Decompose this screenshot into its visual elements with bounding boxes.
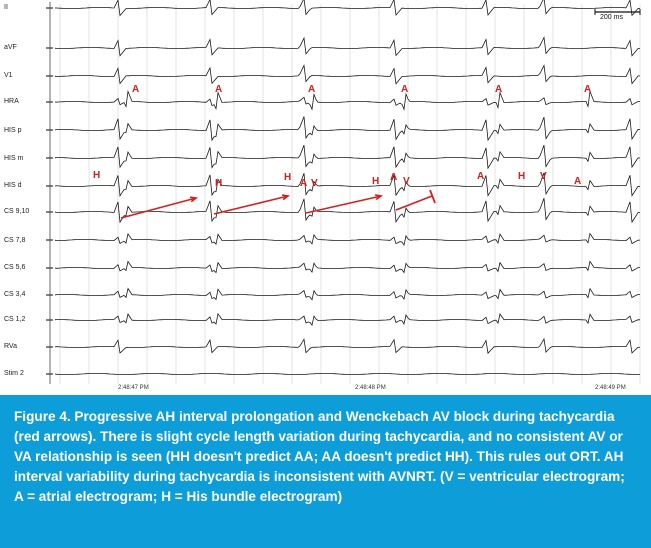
caption-text: Figure 4. Progressive AH interval prolon… (14, 409, 625, 504)
lead-trace (54, 337, 641, 355)
lead-label-v1: V1 (4, 72, 13, 79)
ah-arrow-head (281, 194, 290, 201)
marker-a-his-4: A (574, 176, 582, 187)
marker-h-2: H (215, 178, 223, 189)
ah-arrow-line (213, 195, 289, 215)
traces (46, 0, 641, 375)
lead-label-stim-2: Stim 2 (4, 370, 24, 377)
lead-trace (54, 172, 641, 197)
lead-trace (54, 36, 640, 57)
lead-trace (54, 287, 640, 301)
marker-h-3: H (284, 172, 292, 183)
lead-label-cs-9-10: CS 9,10 (4, 208, 30, 215)
lead-trace (54, 373, 640, 375)
lead-trace (54, 144, 641, 170)
lead-label-avf: aVF (4, 44, 17, 51)
lead-label-cs-7-8: CS 7,8 (4, 237, 26, 244)
scale-bar (594, 9, 641, 15)
marker-v-3: V (540, 171, 547, 182)
lead-trace (54, 312, 641, 327)
ah-arrow-head (189, 196, 198, 203)
marker-v-1: V (311, 178, 318, 189)
annotation-arrows (120, 189, 436, 219)
lead-label-cs-1-2: CS 1,2 (4, 316, 26, 323)
marker-a-hra-1: A (132, 84, 140, 95)
marker-a-hra-2: A (215, 84, 223, 95)
marker-v-2: V (403, 176, 410, 187)
lead-label-hra: HRA (4, 98, 19, 105)
lead-trace (54, 0, 641, 17)
time-gridlines (49, 2, 641, 384)
marker-a-his-1: A (300, 178, 308, 189)
marker-a-his-2: A (390, 172, 398, 183)
marker-a-hra-5: A (495, 84, 503, 95)
marker-a-hra-6: A (584, 84, 592, 95)
marker-a-hra-3: A (308, 84, 316, 95)
marker-h-4: H (372, 176, 380, 187)
block-marker (429, 189, 436, 204)
lead-label-ii: II (4, 4, 8, 11)
timestamp-1: 2:48:47 PM (118, 385, 149, 391)
lead-trace (54, 89, 640, 111)
marker-h-1: H (93, 170, 101, 181)
figure-caption: Figure 4. Progressive AH interval prolon… (0, 395, 651, 548)
lead-trace (54, 198, 641, 224)
lead-label-cs-5-6: CS 5,6 (4, 264, 26, 271)
marker-h-5: H (518, 171, 526, 182)
ah-arrow-line (305, 195, 382, 214)
ah-arrow-line (120, 197, 197, 219)
lead-label-his-m: HIS m (4, 155, 24, 162)
ah-arrow-line (395, 195, 433, 211)
lead-trace (54, 260, 641, 274)
lead-trace (54, 64, 641, 85)
tracing-svg (46, 0, 641, 384)
lead-label-his-p: HIS p (4, 127, 22, 134)
timestamp-2: 2:48:48 PM (355, 385, 386, 391)
tracing-panel: 200 ms II aVF V1 HRA HIS p HIS m HIS d C… (4, 0, 641, 391)
timestamp-3: 2:48:49 PM (595, 385, 626, 391)
lead-trace (54, 232, 641, 246)
scale-bar-label: 200 ms (600, 14, 623, 21)
lead-label-his-d: HIS d (4, 182, 22, 189)
ah-arrow-head (374, 194, 384, 201)
lead-label-rva: RVa (4, 343, 17, 350)
lead-label-cs-3-4: CS 3,4 (4, 291, 26, 298)
lead-trace (54, 116, 641, 142)
marker-a-his-3: A (477, 171, 485, 182)
marker-a-hra-4: A (401, 84, 409, 95)
